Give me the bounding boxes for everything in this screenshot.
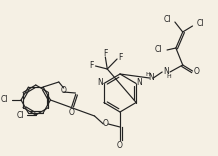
Text: Cl: Cl bbox=[17, 110, 24, 119]
Text: Cl: Cl bbox=[155, 46, 162, 54]
Text: F: F bbox=[89, 61, 94, 71]
Text: H: H bbox=[167, 73, 171, 78]
Text: F: F bbox=[118, 54, 122, 63]
Text: Cl: Cl bbox=[164, 15, 171, 24]
Text: N: N bbox=[98, 78, 103, 87]
Text: O: O bbox=[102, 119, 108, 129]
Text: N: N bbox=[163, 66, 169, 76]
Text: O: O bbox=[194, 66, 199, 76]
Text: H: H bbox=[145, 71, 150, 76]
Text: Cl: Cl bbox=[1, 95, 8, 105]
Text: N: N bbox=[148, 73, 154, 81]
Text: Cl: Cl bbox=[196, 20, 204, 29]
Text: O: O bbox=[61, 85, 67, 95]
Text: F: F bbox=[103, 49, 107, 58]
Text: O: O bbox=[117, 141, 123, 149]
Text: N: N bbox=[137, 78, 142, 87]
Text: O: O bbox=[69, 107, 75, 117]
